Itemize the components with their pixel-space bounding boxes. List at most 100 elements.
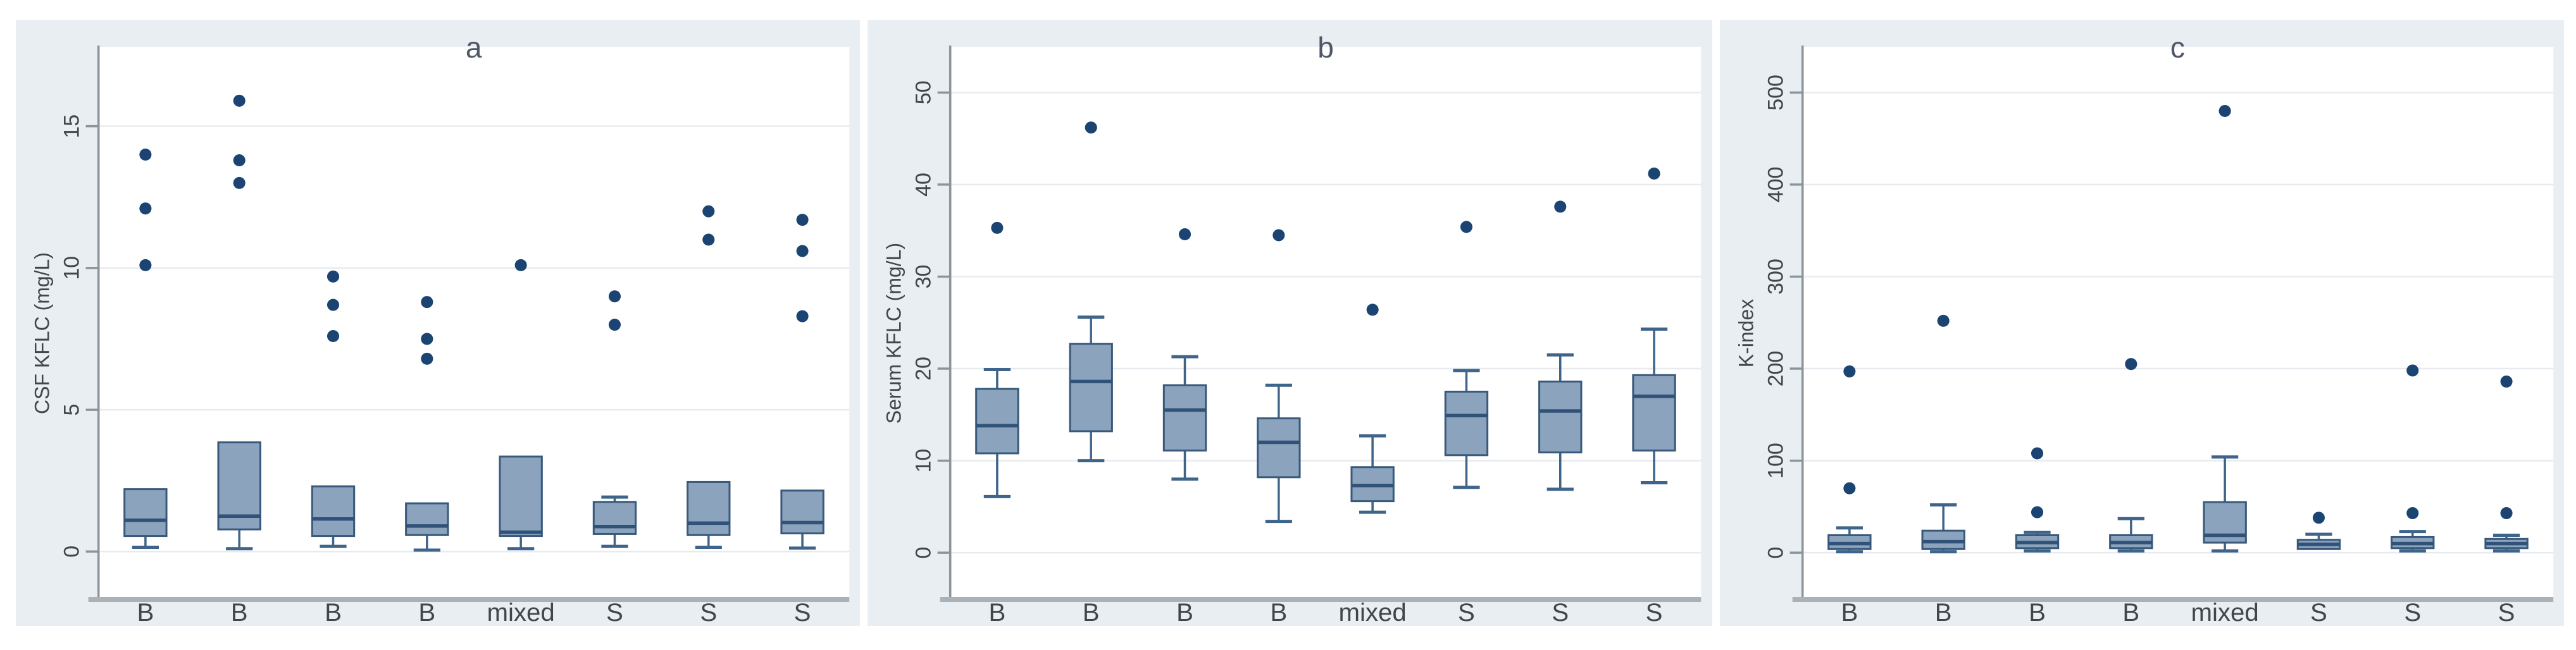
box — [311, 485, 356, 537]
category-label: B — [137, 599, 154, 626]
outlier-dot — [2031, 506, 2043, 518]
outlier-dot — [2406, 507, 2418, 520]
category-label: mixed — [2191, 599, 2258, 626]
y-axis-label: CSF KFLC (mg/L) — [31, 252, 54, 414]
y-tick-label: 500 — [1764, 75, 1788, 111]
outlier-dot — [233, 176, 246, 189]
y-axis-label: Serum KFLC (mg/L) — [883, 243, 905, 424]
y-tick-label: 10 — [59, 256, 84, 280]
outlier-dot — [233, 94, 246, 107]
category-label: B — [1841, 599, 1858, 626]
box — [1257, 417, 1301, 479]
category-label: S — [794, 599, 811, 626]
outlier-dot — [139, 259, 152, 271]
y-tick-label: 20 — [912, 357, 936, 381]
y-tick-label: 50 — [912, 80, 936, 104]
category-label: S — [1458, 599, 1475, 626]
outlier-dot — [2500, 507, 2513, 520]
category-label: S — [2310, 599, 2327, 626]
outlier-dot — [702, 233, 715, 246]
category-label: B — [325, 599, 342, 626]
outlier-dot — [2218, 104, 2231, 117]
outlier-dot — [139, 149, 152, 161]
category-label: S — [606, 599, 623, 626]
box — [780, 489, 824, 535]
y-tick-label: 15 — [59, 114, 84, 138]
outlier-dot — [1648, 167, 1660, 180]
outlier-dot — [1937, 314, 1950, 327]
outlier-dot — [796, 245, 809, 257]
category-label: B — [989, 599, 1006, 626]
y-tick-label: 5 — [59, 404, 84, 416]
outlier-dot — [991, 221, 1004, 234]
y-tick-label: 0 — [912, 547, 936, 559]
y-tick-label: 300 — [1764, 259, 1788, 295]
y-tick-label: 10 — [912, 449, 936, 473]
outlier-dot — [327, 270, 340, 283]
outlier-dot — [1843, 482, 1856, 494]
box — [1163, 384, 1207, 452]
plot-area — [98, 47, 850, 599]
category-label: mixed — [1339, 599, 1407, 626]
box — [123, 488, 168, 537]
outlier-dot — [1460, 221, 1473, 233]
outlier-dot — [327, 329, 340, 342]
plot-area — [950, 47, 1702, 599]
y-tick-label: 400 — [1764, 167, 1788, 203]
outlier-dot — [2124, 358, 2137, 371]
outlier-dot — [421, 296, 433, 309]
outlier-dot — [608, 319, 621, 331]
y-tick-label: 40 — [912, 173, 936, 197]
box — [592, 501, 637, 535]
box — [405, 502, 449, 536]
outlier-dot — [514, 259, 527, 271]
box — [1632, 374, 1677, 452]
outlier-dot — [421, 333, 433, 345]
category-label: mixed — [487, 599, 554, 626]
box — [499, 455, 543, 537]
category-label: B — [1083, 599, 1100, 626]
category-label: B — [2122, 599, 2139, 626]
category-label: S — [700, 599, 717, 626]
outlier-dot — [2406, 364, 2418, 377]
plot-area — [1802, 47, 2553, 599]
box — [1069, 343, 1114, 432]
category-label: S — [2404, 599, 2421, 626]
box — [975, 388, 1019, 455]
y-tick-label: 30 — [912, 265, 936, 289]
category-label: B — [1176, 599, 1193, 626]
outlier-dot — [1179, 228, 1192, 241]
outlier-dot — [2031, 447, 2043, 460]
outlier-dot — [327, 298, 340, 311]
outlier-dot — [2500, 375, 2513, 388]
outlier-dot — [421, 352, 433, 365]
outlier-dot — [233, 154, 246, 166]
y-tick-label: 100 — [1764, 443, 1788, 479]
outlier-dot — [796, 214, 809, 226]
outlier-dot — [796, 310, 809, 322]
outlier-dot — [1272, 229, 1285, 242]
category-label: S — [2498, 599, 2515, 626]
y-tick-label: 0 — [59, 546, 84, 558]
outlier-dot — [2312, 512, 2325, 524]
category-label: B — [418, 599, 435, 626]
outlier-dot — [1843, 365, 1856, 377]
outlier-dot — [1554, 200, 1567, 213]
outlier-dot — [139, 202, 152, 215]
outlier-dot — [1366, 304, 1379, 316]
category-label: B — [231, 599, 248, 626]
y-tick-label: 0 — [1764, 547, 1788, 559]
category-label: S — [1646, 599, 1663, 626]
outlier-dot — [702, 205, 715, 218]
box — [1538, 380, 1583, 453]
y-tick-label: 200 — [1764, 351, 1788, 387]
category-label: B — [1934, 599, 1951, 626]
box — [1921, 529, 1965, 550]
category-label: B — [1271, 599, 1288, 626]
